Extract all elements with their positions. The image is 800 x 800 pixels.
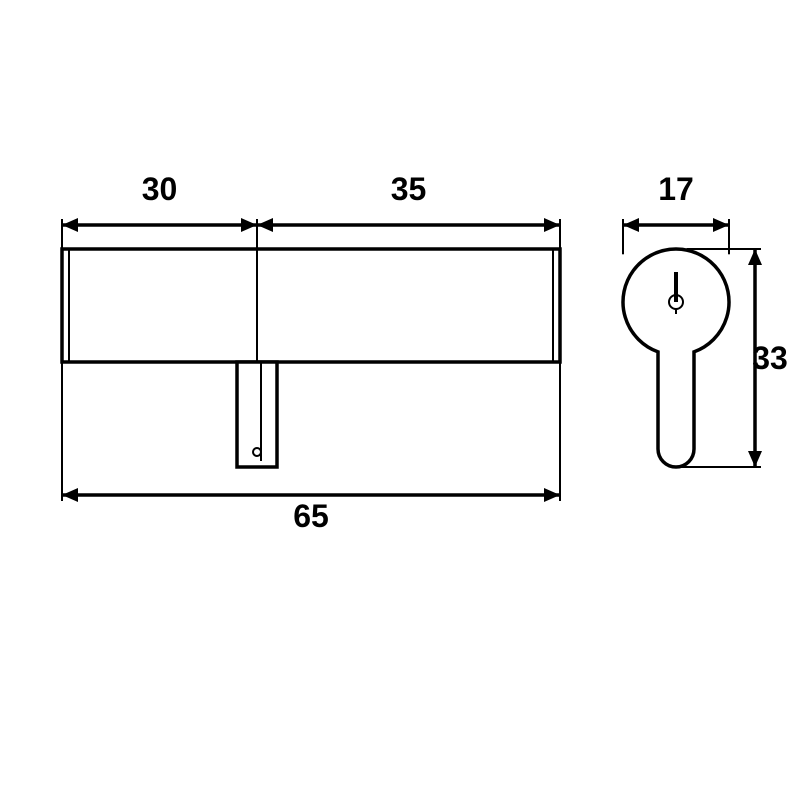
svg-text:17: 17 [658,171,694,207]
svg-text:65: 65 [293,498,329,534]
svg-text:35: 35 [391,171,427,207]
svg-text:33: 33 [752,340,788,376]
svg-text:30: 30 [142,171,178,207]
